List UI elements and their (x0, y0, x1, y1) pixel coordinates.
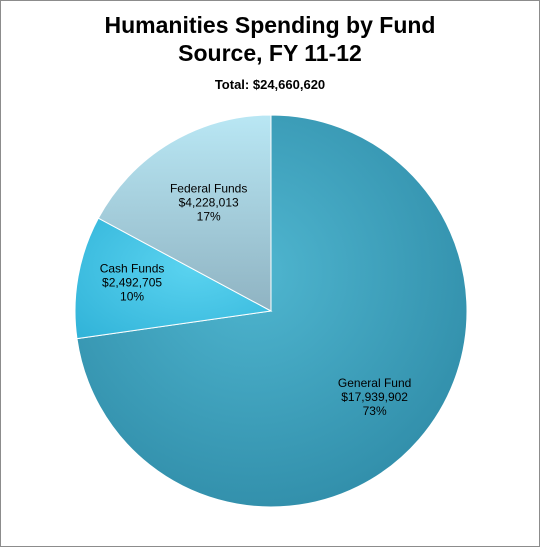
chart-title-line-1: Humanities Spending by Fund (104, 12, 436, 38)
slice-amount: $17,939,902 (341, 390, 408, 404)
slice-label-general-fund: General Fund $17,939,902 73% (338, 376, 411, 418)
chart-title-line-2: Source, FY 11-12 (178, 40, 362, 66)
slice-label-federal-funds: Federal Funds $4,228,013 17% (170, 182, 247, 224)
slice-name: General Fund (338, 376, 411, 390)
pie-slice-federal-funds (97, 114, 272, 312)
slice-amount: $2,492,705 (102, 275, 162, 289)
slice-name: Federal Funds (170, 182, 247, 196)
slice-label-cash-funds: Cash Funds $2,492,705 10% (100, 261, 165, 303)
slice-percent: 17% (197, 210, 221, 224)
slice-percent: 73% (363, 404, 387, 418)
slice-name: Cash Funds (100, 261, 165, 275)
labels-group: General Fund $17,939,902 73% Cash Funds $2,4… (100, 182, 412, 418)
pie-slice-cash-funds (74, 217, 273, 340)
slice-amount: $4,228,013 (179, 196, 239, 210)
chart-subtitle: Total: $24,660,620 (214, 77, 326, 92)
slice-percent: 10% (120, 289, 144, 303)
chart-title: Humanities Spending by Fund Source, FY 1… (1, 11, 539, 67)
slices-group (74, 114, 468, 508)
